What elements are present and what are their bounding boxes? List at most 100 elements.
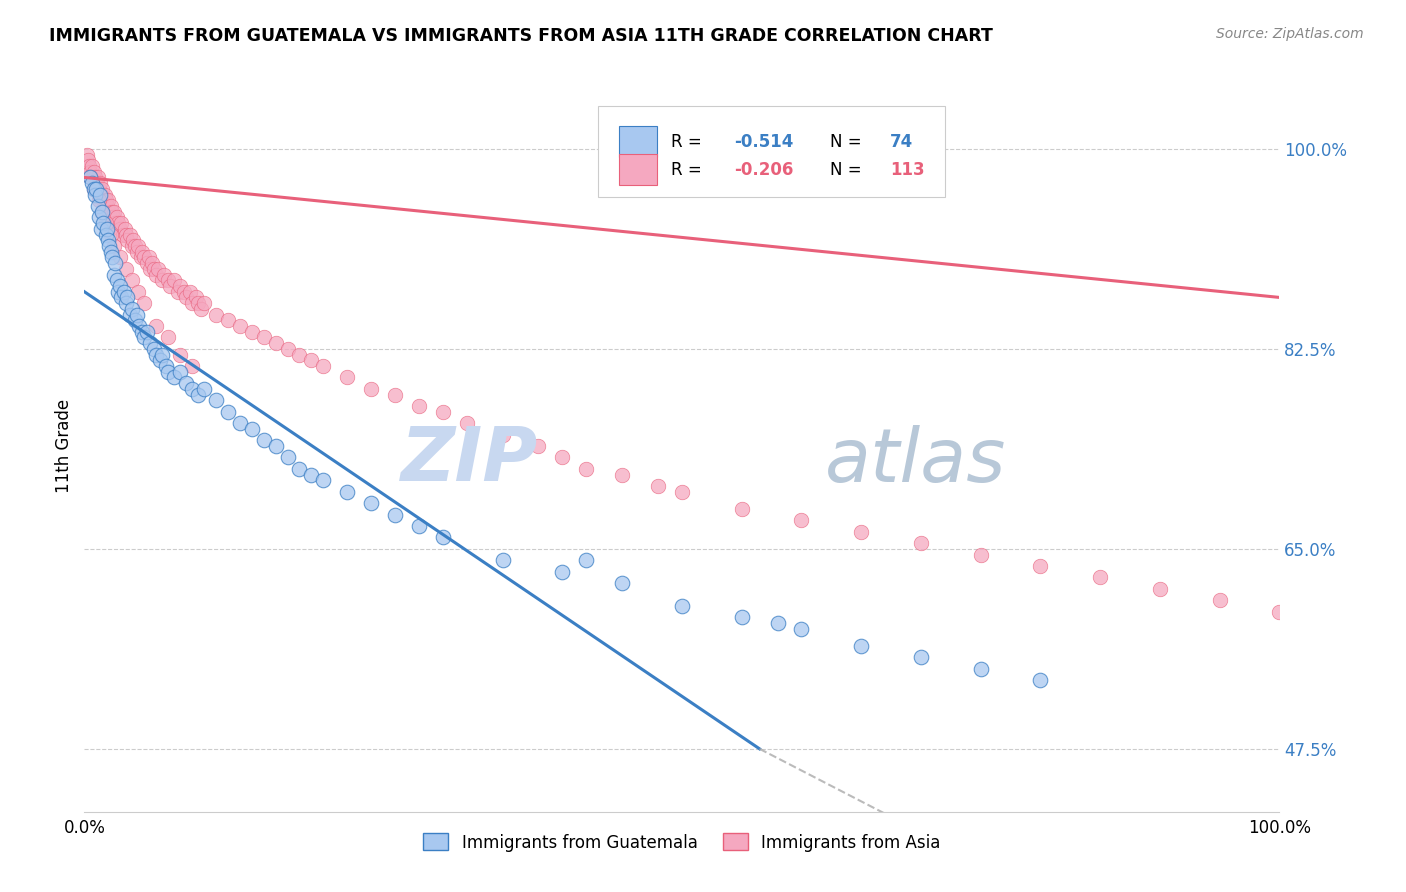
Point — [79, 170, 101, 185]
Text: N =: N = — [830, 161, 862, 178]
Point — [253, 434, 276, 448]
Point — [166, 285, 188, 299]
Point — [121, 273, 143, 287]
Point — [121, 239, 143, 253]
Text: -0.206: -0.206 — [734, 161, 794, 178]
Point — [83, 182, 105, 196]
Point — [790, 622, 813, 636]
Point — [492, 427, 515, 442]
Point — [181, 359, 204, 373]
Point — [851, 524, 873, 539]
Point — [193, 296, 215, 310]
Point — [132, 330, 156, 344]
Point — [110, 251, 132, 265]
Point — [551, 565, 574, 579]
Point — [174, 290, 197, 304]
Point — [187, 387, 209, 401]
Point — [1268, 605, 1291, 619]
Text: R =: R = — [671, 133, 702, 151]
Point — [90, 222, 112, 236]
Point — [86, 199, 108, 213]
Point — [205, 393, 228, 408]
Point — [79, 170, 101, 185]
Point — [240, 325, 263, 339]
Point — [312, 359, 335, 373]
Point — [107, 285, 129, 299]
Point — [121, 301, 143, 316]
Point — [1090, 570, 1112, 584]
Point — [90, 187, 112, 202]
Point — [336, 370, 359, 384]
Point — [77, 153, 100, 168]
Point — [288, 348, 311, 362]
Point — [83, 182, 105, 196]
Point — [360, 496, 382, 510]
Point — [1029, 673, 1052, 688]
Point — [94, 227, 117, 242]
Point — [851, 639, 873, 653]
Point — [97, 194, 120, 208]
Point — [970, 548, 993, 562]
Point — [277, 450, 299, 465]
Bar — [619, 127, 657, 157]
Point — [193, 382, 215, 396]
Point — [264, 336, 287, 351]
Point — [157, 330, 180, 344]
Point — [91, 182, 114, 196]
Point — [80, 159, 103, 173]
Point — [163, 370, 186, 384]
Point — [157, 365, 180, 379]
Point — [408, 519, 430, 533]
Point — [84, 170, 107, 185]
Point — [110, 290, 132, 304]
Point — [671, 484, 693, 499]
Point — [205, 308, 228, 322]
Y-axis label: 11th Grade: 11th Grade — [55, 399, 73, 493]
Point — [240, 422, 263, 436]
Point — [301, 467, 323, 482]
Point — [94, 194, 117, 208]
Point — [142, 261, 165, 276]
Point — [766, 616, 789, 631]
Point — [671, 599, 693, 613]
Point — [87, 211, 110, 225]
Point — [301, 353, 323, 368]
Point — [125, 244, 148, 259]
Point — [115, 296, 138, 310]
Point — [181, 382, 204, 396]
Text: N =: N = — [830, 133, 862, 151]
Point — [155, 359, 177, 373]
Point — [432, 405, 454, 419]
Point — [217, 405, 239, 419]
Point — [135, 256, 157, 270]
Point — [96, 222, 118, 236]
Point — [111, 227, 134, 242]
Point — [575, 553, 598, 567]
Legend: Immigrants from Guatemala, Immigrants from Asia: Immigrants from Guatemala, Immigrants fr… — [416, 827, 948, 858]
Point — [104, 216, 127, 230]
Point — [384, 508, 406, 522]
Point — [135, 325, 157, 339]
Point — [384, 387, 406, 401]
Text: ZIP: ZIP — [401, 424, 538, 497]
Point — [131, 325, 153, 339]
Text: R =: R = — [671, 161, 702, 178]
Point — [264, 439, 287, 453]
Point — [89, 187, 111, 202]
Point — [187, 296, 209, 310]
Point — [142, 342, 165, 356]
Point — [91, 204, 114, 219]
Point — [114, 222, 136, 236]
Point — [179, 285, 201, 299]
Point — [970, 662, 993, 676]
Point — [117, 290, 139, 304]
Point — [127, 239, 149, 253]
Point — [118, 308, 141, 322]
Point — [1149, 582, 1171, 596]
Point — [101, 204, 124, 219]
Point — [169, 279, 191, 293]
Point — [131, 244, 153, 259]
Point — [731, 610, 754, 624]
Point — [128, 318, 150, 333]
Point — [149, 353, 172, 368]
